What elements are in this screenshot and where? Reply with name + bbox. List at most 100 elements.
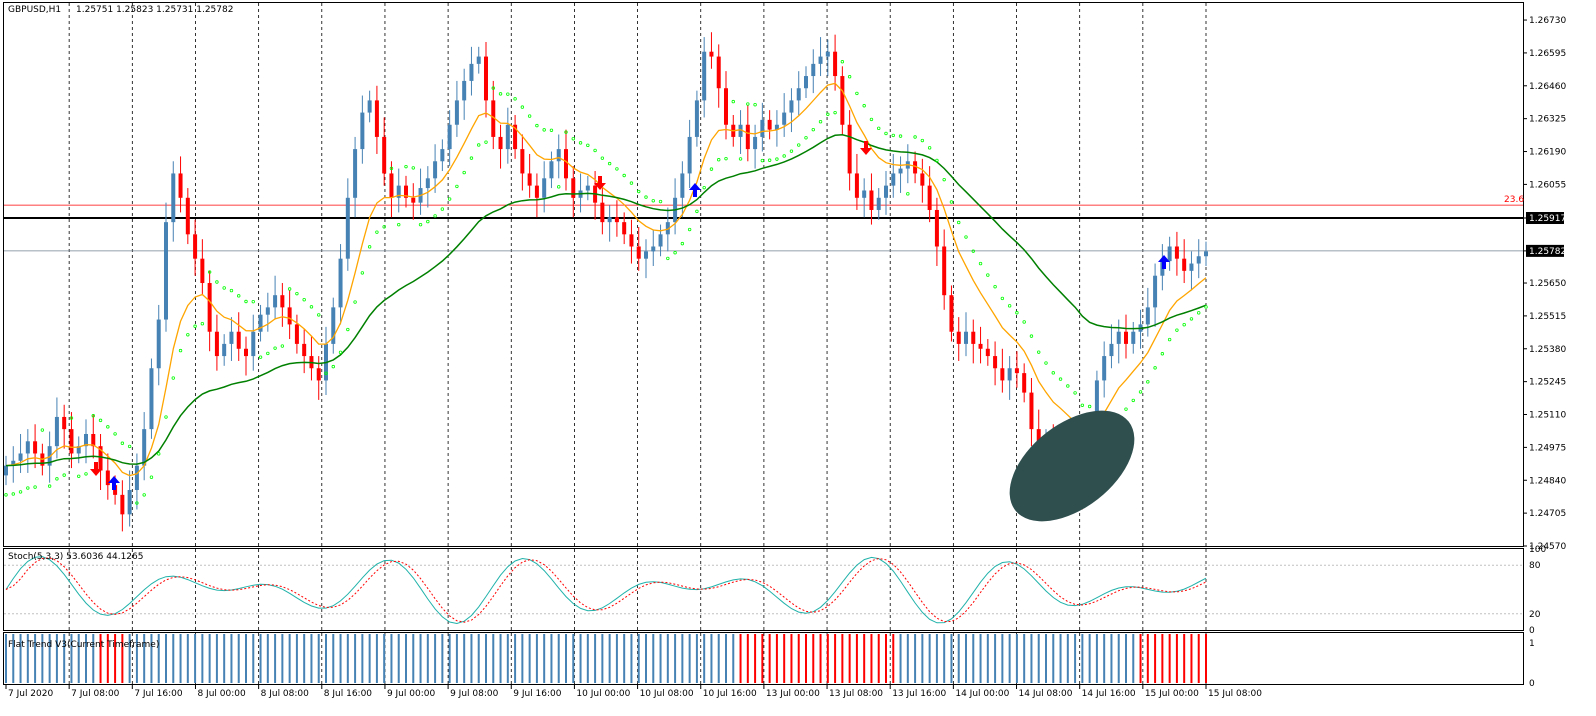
candle-body xyxy=(891,173,896,186)
candle-body xyxy=(287,307,292,325)
sar-dot xyxy=(411,166,415,170)
stoch-tick-label: 20 xyxy=(1529,610,1541,620)
sar-dot xyxy=(251,299,255,304)
ema-slow-line xyxy=(5,134,1207,467)
candle-body xyxy=(622,222,627,235)
candle-body xyxy=(564,149,568,179)
sar-dot xyxy=(295,291,299,296)
flattrend-tick-label: 1 xyxy=(1529,639,1535,649)
candle-body xyxy=(804,76,808,89)
sar-dot xyxy=(280,344,285,348)
sar-dot xyxy=(215,280,219,284)
stoch-tick-label: 100 xyxy=(1529,545,1546,555)
candle-body xyxy=(229,331,234,344)
sar-dot xyxy=(222,286,226,290)
sar-dot xyxy=(1087,404,1092,409)
sar-dot xyxy=(120,441,125,445)
candle-body xyxy=(585,185,590,191)
sar-dot xyxy=(818,120,823,124)
candle-body xyxy=(244,348,248,357)
candle-body xyxy=(687,136,692,174)
highlight-ellipse-shape xyxy=(1009,410,1135,522)
candle-body xyxy=(1102,356,1107,381)
sar-dot xyxy=(1022,320,1026,324)
sar-dot xyxy=(18,490,23,494)
sar-dot xyxy=(513,97,517,101)
sar-dot xyxy=(1007,304,1012,308)
fib-level-label: 23.6 xyxy=(1504,195,1524,205)
candle-body xyxy=(782,112,787,125)
sar-dot xyxy=(1138,390,1143,394)
sar-dot xyxy=(826,112,830,116)
sar-dot xyxy=(1058,377,1063,381)
candle-body xyxy=(680,173,685,198)
sar-dot xyxy=(1146,380,1150,384)
sar-dot xyxy=(331,364,335,369)
sar-dot xyxy=(1073,391,1077,395)
candle-body xyxy=(702,51,707,101)
sar-dot xyxy=(47,484,52,488)
candle-body xyxy=(258,314,263,332)
sar-dot xyxy=(127,444,132,449)
sar-dot xyxy=(462,170,466,175)
time-tick-label: 14 Jul 00:00 xyxy=(955,689,1009,699)
price-tick-label: 1.25515 xyxy=(1529,312,1566,322)
candle-body xyxy=(251,331,256,357)
price-tick-label: 1.25380 xyxy=(1529,345,1566,355)
flattrend-label: Flat Trend V3(Current Timeframe) xyxy=(8,640,159,650)
candle-body xyxy=(62,416,67,430)
time-tick-label: 8 Jul 16:00 xyxy=(324,689,373,699)
candle-body xyxy=(222,343,227,357)
sar-dot xyxy=(273,346,277,350)
sar-dot xyxy=(760,158,765,163)
sar-dot xyxy=(91,414,95,418)
candle-body xyxy=(1174,246,1179,259)
sar-dot xyxy=(978,261,983,266)
candle-body xyxy=(818,56,823,64)
price-tick-label: 1.25110 xyxy=(1529,411,1566,421)
sar-dot xyxy=(447,197,452,201)
candle-body xyxy=(1131,331,1136,344)
candle-body xyxy=(993,356,998,369)
sar-dot xyxy=(1189,317,1194,321)
price-tick-label: 1.24975 xyxy=(1529,443,1566,453)
sar-dot xyxy=(1066,384,1070,388)
sar-dot xyxy=(877,126,881,131)
candle-body xyxy=(345,197,350,259)
candle-body xyxy=(1029,392,1034,430)
price-label-bg xyxy=(1526,244,1564,257)
sar-dot xyxy=(77,474,81,478)
sar-dot xyxy=(193,324,197,328)
candle-body xyxy=(884,185,888,198)
time-tick-label: 9 Jul 08:00 xyxy=(450,689,499,699)
buy-arrow xyxy=(1158,255,1170,269)
candle-body xyxy=(476,56,481,64)
sar-dot xyxy=(986,273,990,277)
stoch-signal-line xyxy=(5,557,1207,623)
candle-body xyxy=(513,124,518,150)
candle-body xyxy=(985,348,990,357)
candle-body xyxy=(629,234,634,247)
sar-dot xyxy=(506,92,510,96)
sar-dot xyxy=(804,136,808,140)
candle-body xyxy=(411,197,416,203)
candle-body xyxy=(920,173,925,186)
sar-dot xyxy=(200,321,205,326)
sar-dot xyxy=(1182,323,1186,327)
time-tick-label: 13 Jul 00:00 xyxy=(766,689,820,699)
sar-dot xyxy=(1080,403,1085,407)
candle-body xyxy=(273,295,278,308)
candle-body xyxy=(447,124,452,150)
sar-dot xyxy=(135,501,139,505)
candle-body xyxy=(658,234,663,247)
candle-body xyxy=(964,331,968,344)
sar-dot xyxy=(266,351,270,356)
stochastic-lines xyxy=(4,556,1523,625)
candle-body xyxy=(738,124,743,137)
sar-dot xyxy=(164,415,168,419)
sar-dot xyxy=(4,493,8,497)
candle-body xyxy=(607,217,612,223)
candle-body xyxy=(440,149,445,162)
candle-body xyxy=(600,202,605,223)
candle-body xyxy=(505,124,510,150)
